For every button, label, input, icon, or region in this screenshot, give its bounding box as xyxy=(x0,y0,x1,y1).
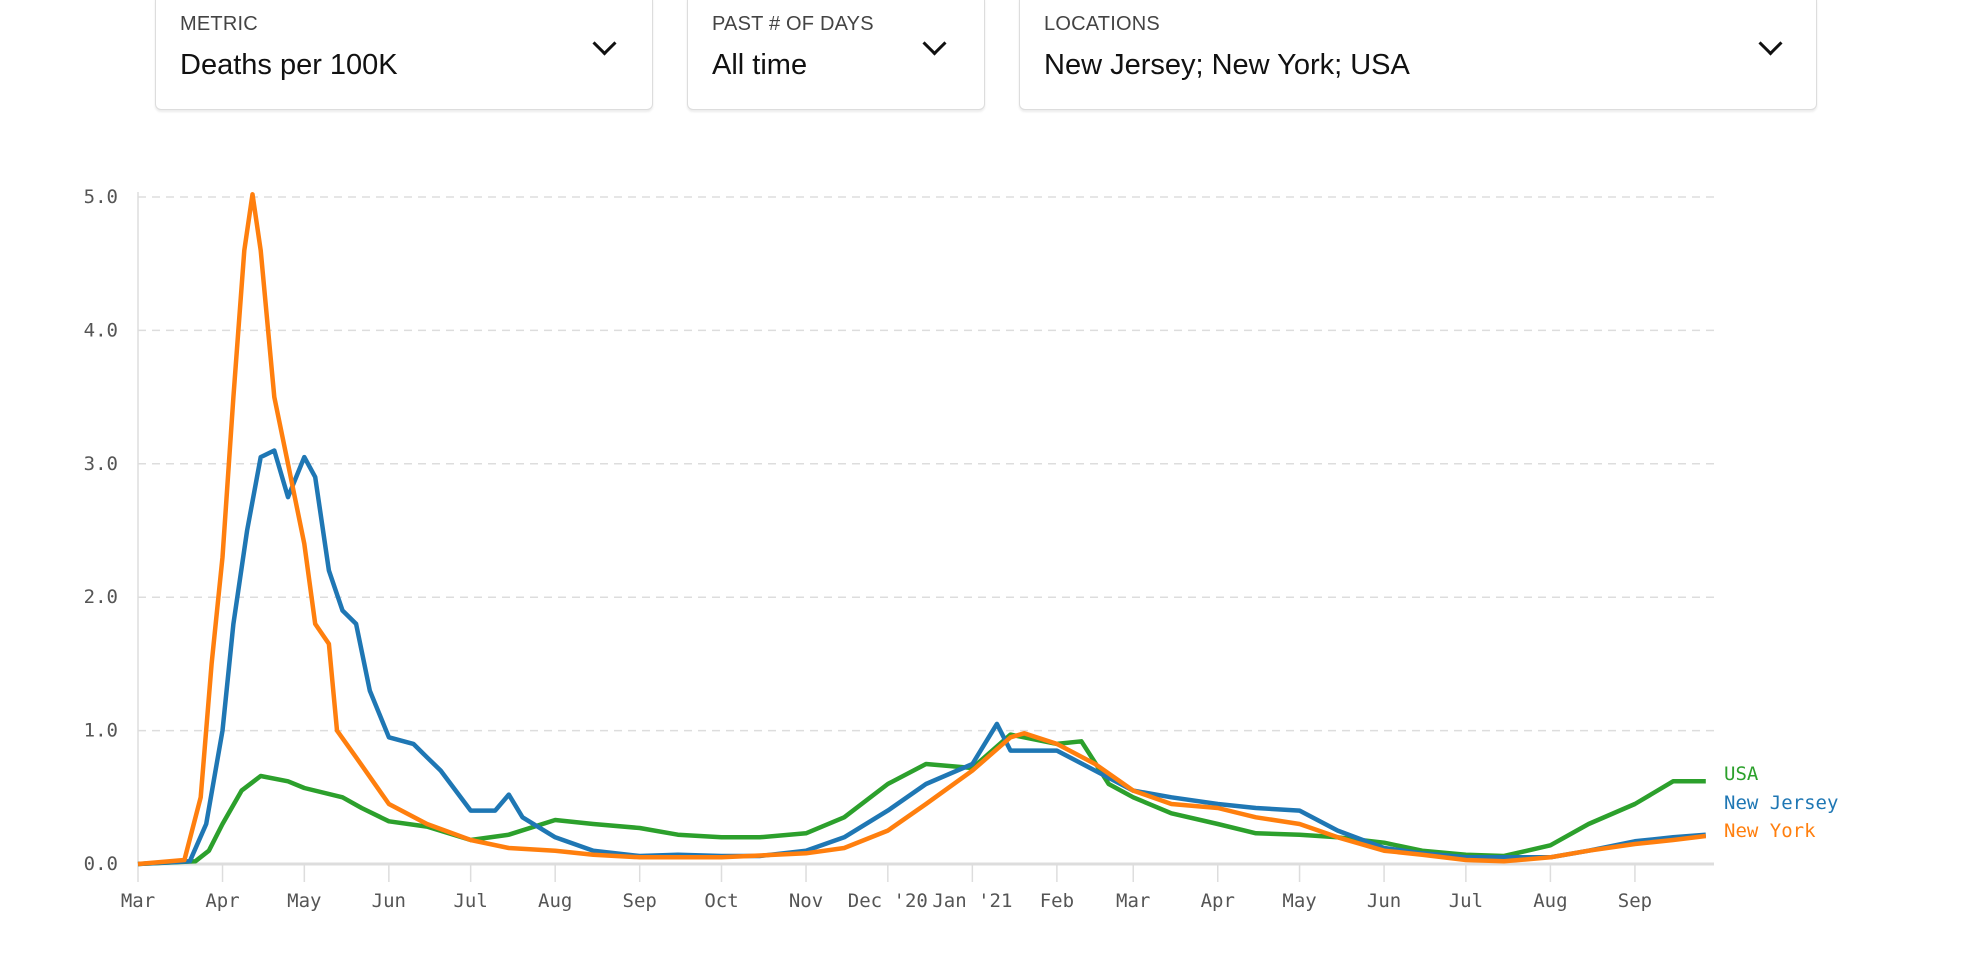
x-tick-label: Sep xyxy=(1618,890,1652,912)
metric-dropdown[interactable]: METRIC Deaths per 100K xyxy=(155,0,653,110)
x-tick-label: Jul xyxy=(1449,890,1483,912)
locations-label: LOCATIONS xyxy=(1044,13,1160,35)
series-line-new-jersey xyxy=(137,448,1706,867)
y-tick-label: 3.0 xyxy=(84,453,118,475)
x-tick-label: May xyxy=(1282,890,1316,912)
x-tick-label: Apr xyxy=(1201,890,1235,912)
y-tick-label: 5.0 xyxy=(84,186,118,208)
series-line-new-york xyxy=(137,192,1707,867)
y-tick-label: 4.0 xyxy=(84,319,118,341)
metric-label: METRIC xyxy=(180,13,258,35)
x-tick-label: Mar xyxy=(121,890,155,912)
x-tick-label: Nov xyxy=(789,890,823,912)
x-tick-label: Dec '20 xyxy=(848,890,928,912)
legend-label: New Jersey xyxy=(1724,792,1838,814)
x-tick-label: Aug xyxy=(1533,890,1567,912)
locations-value: New Jersey; New York; USA xyxy=(1044,49,1410,81)
x-tick-label: Jul xyxy=(453,890,487,912)
series-line-usa xyxy=(137,732,1706,867)
legend-label: New York xyxy=(1724,820,1816,842)
x-tick-label: Mar xyxy=(1116,890,1150,912)
x-tick-label: Sep xyxy=(623,890,657,912)
y-tick-label: 1.0 xyxy=(84,720,118,742)
x-tick-label: Oct xyxy=(704,890,738,912)
locations-dropdown[interactable]: LOCATIONS New Jersey; New York; USA xyxy=(1019,0,1817,110)
x-tick-label: Feb xyxy=(1040,890,1074,912)
legend-label: USA xyxy=(1724,763,1759,785)
y-tick-label: 2.0 xyxy=(84,586,118,608)
y-tick-label: 0.0 xyxy=(84,853,118,875)
x-tick-label: Aug xyxy=(538,890,572,912)
x-tick-label: Jun xyxy=(372,890,406,912)
x-tick-label: Jun xyxy=(1367,890,1401,912)
days-dropdown[interactable]: PAST # OF DAYS All time xyxy=(687,0,985,110)
metric-value: Deaths per 100K xyxy=(180,49,398,81)
days-value: All time xyxy=(712,49,808,81)
x-tick-label: May xyxy=(287,890,321,912)
days-label: PAST # OF DAYS xyxy=(712,13,874,35)
x-tick-label: Jan '21 xyxy=(932,890,1012,912)
x-tick-label: Apr xyxy=(205,890,239,912)
